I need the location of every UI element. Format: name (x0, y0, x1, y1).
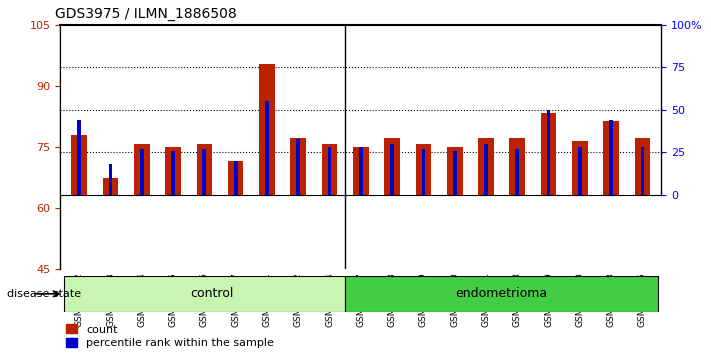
Bar (578, 147, 582, 195)
Bar (484, 144, 488, 195)
Bar (359, 147, 363, 195)
Bar (609, 120, 613, 195)
Bar (259, 64, 274, 195)
Bar (547, 110, 550, 195)
Bar (71, 135, 87, 195)
Bar (234, 161, 237, 195)
Bar (541, 113, 557, 195)
Text: GDS3975 / ILMN_1886508: GDS3975 / ILMN_1886508 (55, 7, 237, 21)
Bar (228, 161, 243, 195)
Bar (416, 144, 432, 195)
Bar (102, 178, 118, 195)
Bar (63, 276, 345, 312)
Bar (385, 138, 400, 195)
Bar (635, 138, 651, 195)
Bar (641, 147, 644, 195)
Bar (134, 144, 149, 195)
Bar (290, 138, 306, 195)
Bar (453, 150, 456, 195)
Legend: count, percentile rank within the sample: count, percentile rank within the sample (66, 324, 274, 348)
Bar (321, 144, 337, 195)
Bar (510, 138, 525, 195)
Bar (515, 149, 519, 195)
Bar (165, 147, 181, 195)
Bar (203, 149, 206, 195)
Bar (572, 141, 588, 195)
Bar (390, 144, 394, 195)
Bar (353, 147, 369, 195)
Bar (77, 120, 81, 195)
Text: disease state: disease state (7, 289, 81, 299)
Bar (296, 139, 300, 195)
Bar (345, 276, 658, 312)
Bar (328, 147, 331, 195)
Bar (109, 164, 112, 195)
Bar (265, 101, 269, 195)
Bar (604, 121, 619, 195)
Text: control: control (191, 287, 234, 300)
Bar (479, 138, 494, 195)
Text: endometrioma: endometrioma (456, 287, 547, 300)
Bar (447, 147, 463, 195)
Bar (171, 150, 175, 195)
Bar (422, 149, 425, 195)
Bar (140, 149, 144, 195)
Bar (196, 144, 212, 195)
